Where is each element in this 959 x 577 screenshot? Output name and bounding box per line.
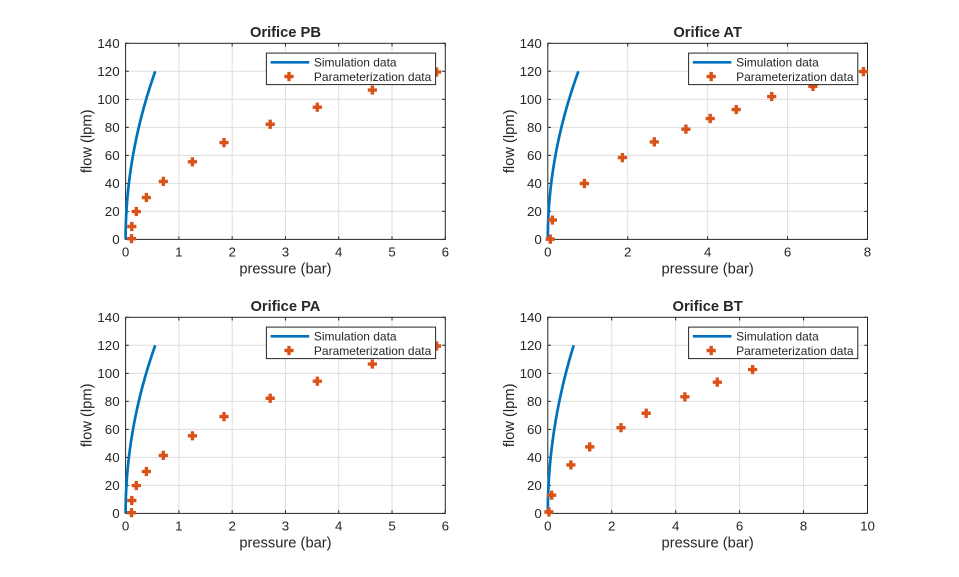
svg-text:Parameterization data: Parameterization data	[314, 70, 432, 84]
svg-text:120: 120	[520, 64, 542, 79]
svg-text:80: 80	[527, 120, 542, 135]
svg-text:100: 100	[520, 92, 542, 107]
svg-text:3: 3	[282, 245, 289, 260]
svg-text:80: 80	[527, 394, 542, 409]
svg-text:1: 1	[175, 519, 182, 534]
svg-text:120: 120	[520, 338, 542, 353]
svg-text:20: 20	[105, 204, 120, 219]
svg-text:Parameterization data: Parameterization data	[736, 344, 854, 358]
svg-text:5: 5	[388, 519, 395, 534]
svg-text:4: 4	[335, 519, 342, 534]
svg-text:100: 100	[97, 92, 119, 107]
svg-text:0: 0	[112, 232, 119, 247]
svg-text:6: 6	[442, 245, 449, 260]
svg-text:80: 80	[105, 120, 120, 135]
svg-text:60: 60	[527, 148, 542, 163]
svg-text:20: 20	[105, 478, 120, 493]
svg-text:80: 80	[105, 394, 120, 409]
svg-text:0: 0	[534, 506, 541, 521]
svg-text:8: 8	[864, 245, 871, 260]
svg-text:5: 5	[388, 245, 395, 260]
svg-text:flow (lpm): flow (lpm)	[80, 110, 96, 174]
svg-text:0: 0	[122, 245, 129, 260]
svg-text:140: 140	[520, 310, 542, 325]
svg-text:Orifice PA: Orifice PA	[250, 299, 320, 315]
svg-text:Orifice BT: Orifice BT	[673, 299, 743, 315]
svg-text:Simulation data: Simulation data	[314, 330, 397, 344]
svg-text:0: 0	[534, 232, 541, 247]
svg-text:10: 10	[860, 519, 875, 534]
svg-text:pressure (bar): pressure (bar)	[239, 536, 331, 552]
svg-text:40: 40	[527, 450, 542, 465]
svg-text:0: 0	[122, 519, 129, 534]
svg-text:6: 6	[442, 519, 449, 534]
svg-text:flow (lpm): flow (lpm)	[502, 110, 518, 174]
svg-text:Orifice AT: Orifice AT	[673, 25, 742, 41]
svg-text:120: 120	[97, 64, 119, 79]
svg-text:4: 4	[704, 245, 711, 260]
svg-text:20: 20	[527, 204, 542, 219]
svg-text:120: 120	[97, 338, 119, 353]
svg-text:Parameterization data: Parameterization data	[314, 344, 432, 358]
svg-text:6: 6	[784, 245, 791, 260]
svg-text:pressure (bar): pressure (bar)	[239, 262, 331, 278]
svg-text:2: 2	[228, 519, 235, 534]
svg-text:40: 40	[105, 450, 120, 465]
svg-text:140: 140	[97, 36, 119, 51]
svg-text:8: 8	[800, 519, 807, 534]
svg-text:4: 4	[335, 245, 342, 260]
svg-text:2: 2	[608, 519, 615, 534]
svg-text:100: 100	[97, 366, 119, 381]
svg-text:20: 20	[527, 478, 542, 493]
svg-text:140: 140	[97, 310, 119, 325]
svg-text:100: 100	[520, 366, 542, 381]
svg-text:140: 140	[520, 36, 542, 51]
svg-text:flow (lpm): flow (lpm)	[80, 384, 96, 448]
svg-text:1: 1	[175, 245, 182, 260]
svg-text:Orifice PB: Orifice PB	[250, 25, 321, 41]
svg-text:2: 2	[228, 245, 235, 260]
svg-text:40: 40	[527, 176, 542, 191]
svg-text:0: 0	[112, 506, 119, 521]
svg-text:Simulation data: Simulation data	[736, 330, 819, 344]
svg-text:6: 6	[736, 519, 743, 534]
svg-text:60: 60	[105, 422, 120, 437]
svg-text:pressure (bar): pressure (bar)	[662, 262, 754, 278]
svg-text:pressure (bar): pressure (bar)	[662, 536, 754, 552]
svg-text:Parameterization data: Parameterization data	[736, 70, 854, 84]
svg-text:40: 40	[105, 176, 120, 191]
svg-text:3: 3	[282, 519, 289, 534]
svg-text:2: 2	[624, 245, 631, 260]
svg-text:4: 4	[672, 519, 679, 534]
svg-text:60: 60	[527, 422, 542, 437]
svg-text:0: 0	[544, 245, 551, 260]
svg-text:Simulation data: Simulation data	[736, 56, 819, 70]
svg-text:Simulation data: Simulation data	[314, 56, 397, 70]
svg-text:flow (lpm): flow (lpm)	[502, 384, 518, 448]
svg-text:0: 0	[544, 519, 551, 534]
svg-text:60: 60	[105, 148, 120, 163]
